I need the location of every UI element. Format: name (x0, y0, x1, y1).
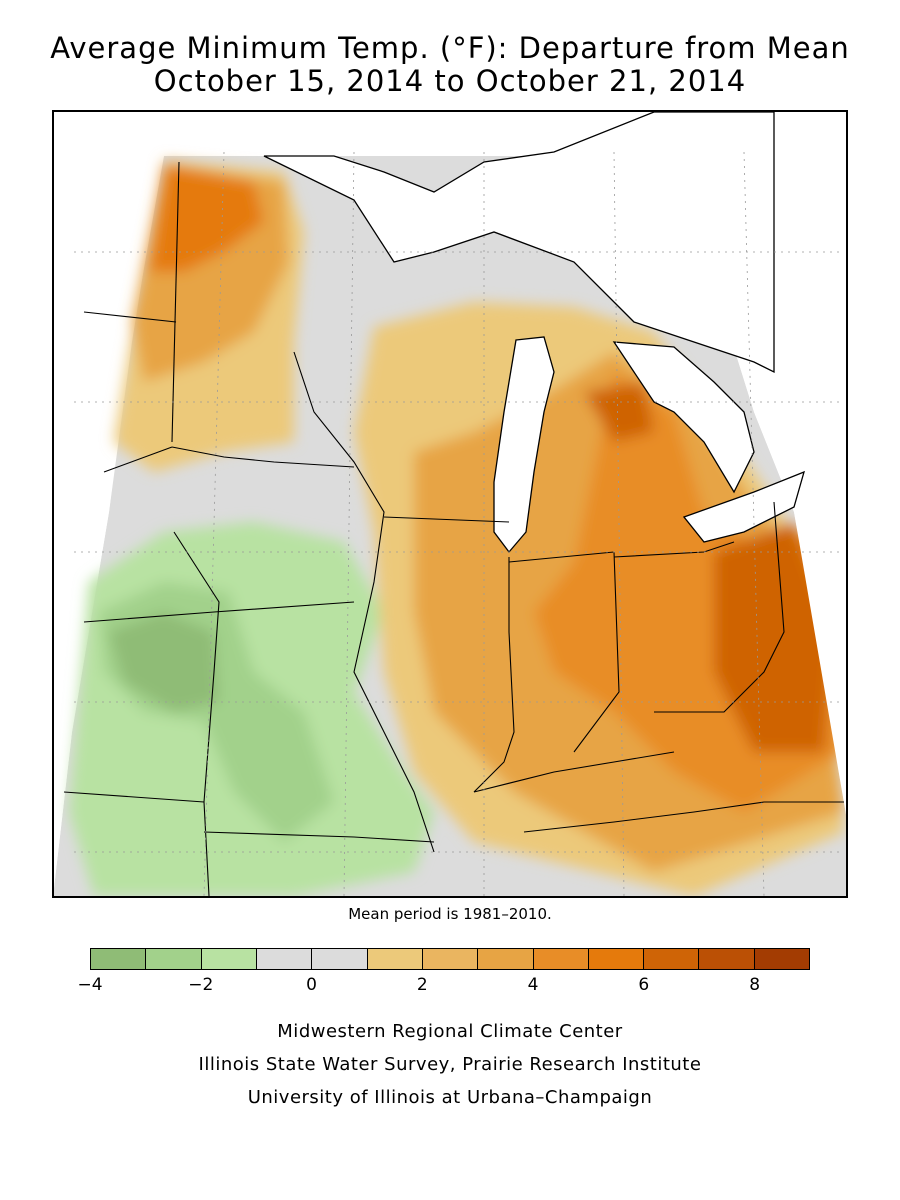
legend-tick-label: 0 (306, 975, 317, 995)
outside-projection-left (54, 112, 162, 888)
map-frame (52, 110, 848, 898)
credit-line: Midwestern Regional Climate Center (277, 1021, 623, 1042)
legend-tick-label: 8 (749, 975, 761, 995)
cool-anomaly-deep (109, 612, 219, 712)
great-lakes (263, 112, 805, 554)
legend-swatch (533, 949, 589, 969)
outside-projection-right (674, 112, 846, 896)
departure-map (54, 112, 846, 896)
state-boundaries (63, 161, 844, 896)
map-date-range: October 15, 2014 to October 21, 2014 (153, 64, 747, 98)
credit-line: Illinois State Water Survey, Prairie Res… (198, 1054, 702, 1075)
lake-huron (612, 341, 755, 494)
legend-swatch (91, 949, 147, 969)
legend-swatch (422, 949, 479, 969)
legend-tick-label: 4 (527, 975, 539, 995)
lake-erie (682, 470, 805, 543)
map-title: Average Minimum Temp. (°F): Departure fr… (50, 31, 850, 65)
color-legend (90, 948, 810, 970)
warm-anomaly-michigan (584, 382, 654, 442)
credit-line: University of Illinois at Urbana–Champai… (247, 1087, 653, 1108)
legend-swatch (312, 949, 368, 969)
legend-swatch (367, 949, 423, 969)
legend-swatch (478, 949, 534, 969)
legend-swatch (201, 949, 257, 969)
legend-swatch (256, 949, 313, 969)
legend-tick-label: 6 (638, 975, 650, 995)
lake-michigan (493, 336, 555, 554)
mean-period-note: Mean period is 1981–2010. (348, 905, 552, 923)
legend-tick-label: −2 (188, 975, 214, 995)
legend-swatch (644, 949, 700, 969)
graticule (74, 151, 844, 896)
legend-swatch (588, 949, 645, 969)
legend-swatch (146, 949, 202, 969)
warm-anomaly-ohio (714, 522, 834, 752)
legend-tick-label: 2 (416, 975, 428, 995)
legend-swatch (699, 949, 755, 969)
legend-tick-label: −4 (77, 975, 103, 995)
legend-swatch (754, 949, 810, 969)
lake-superior (263, 112, 775, 374)
